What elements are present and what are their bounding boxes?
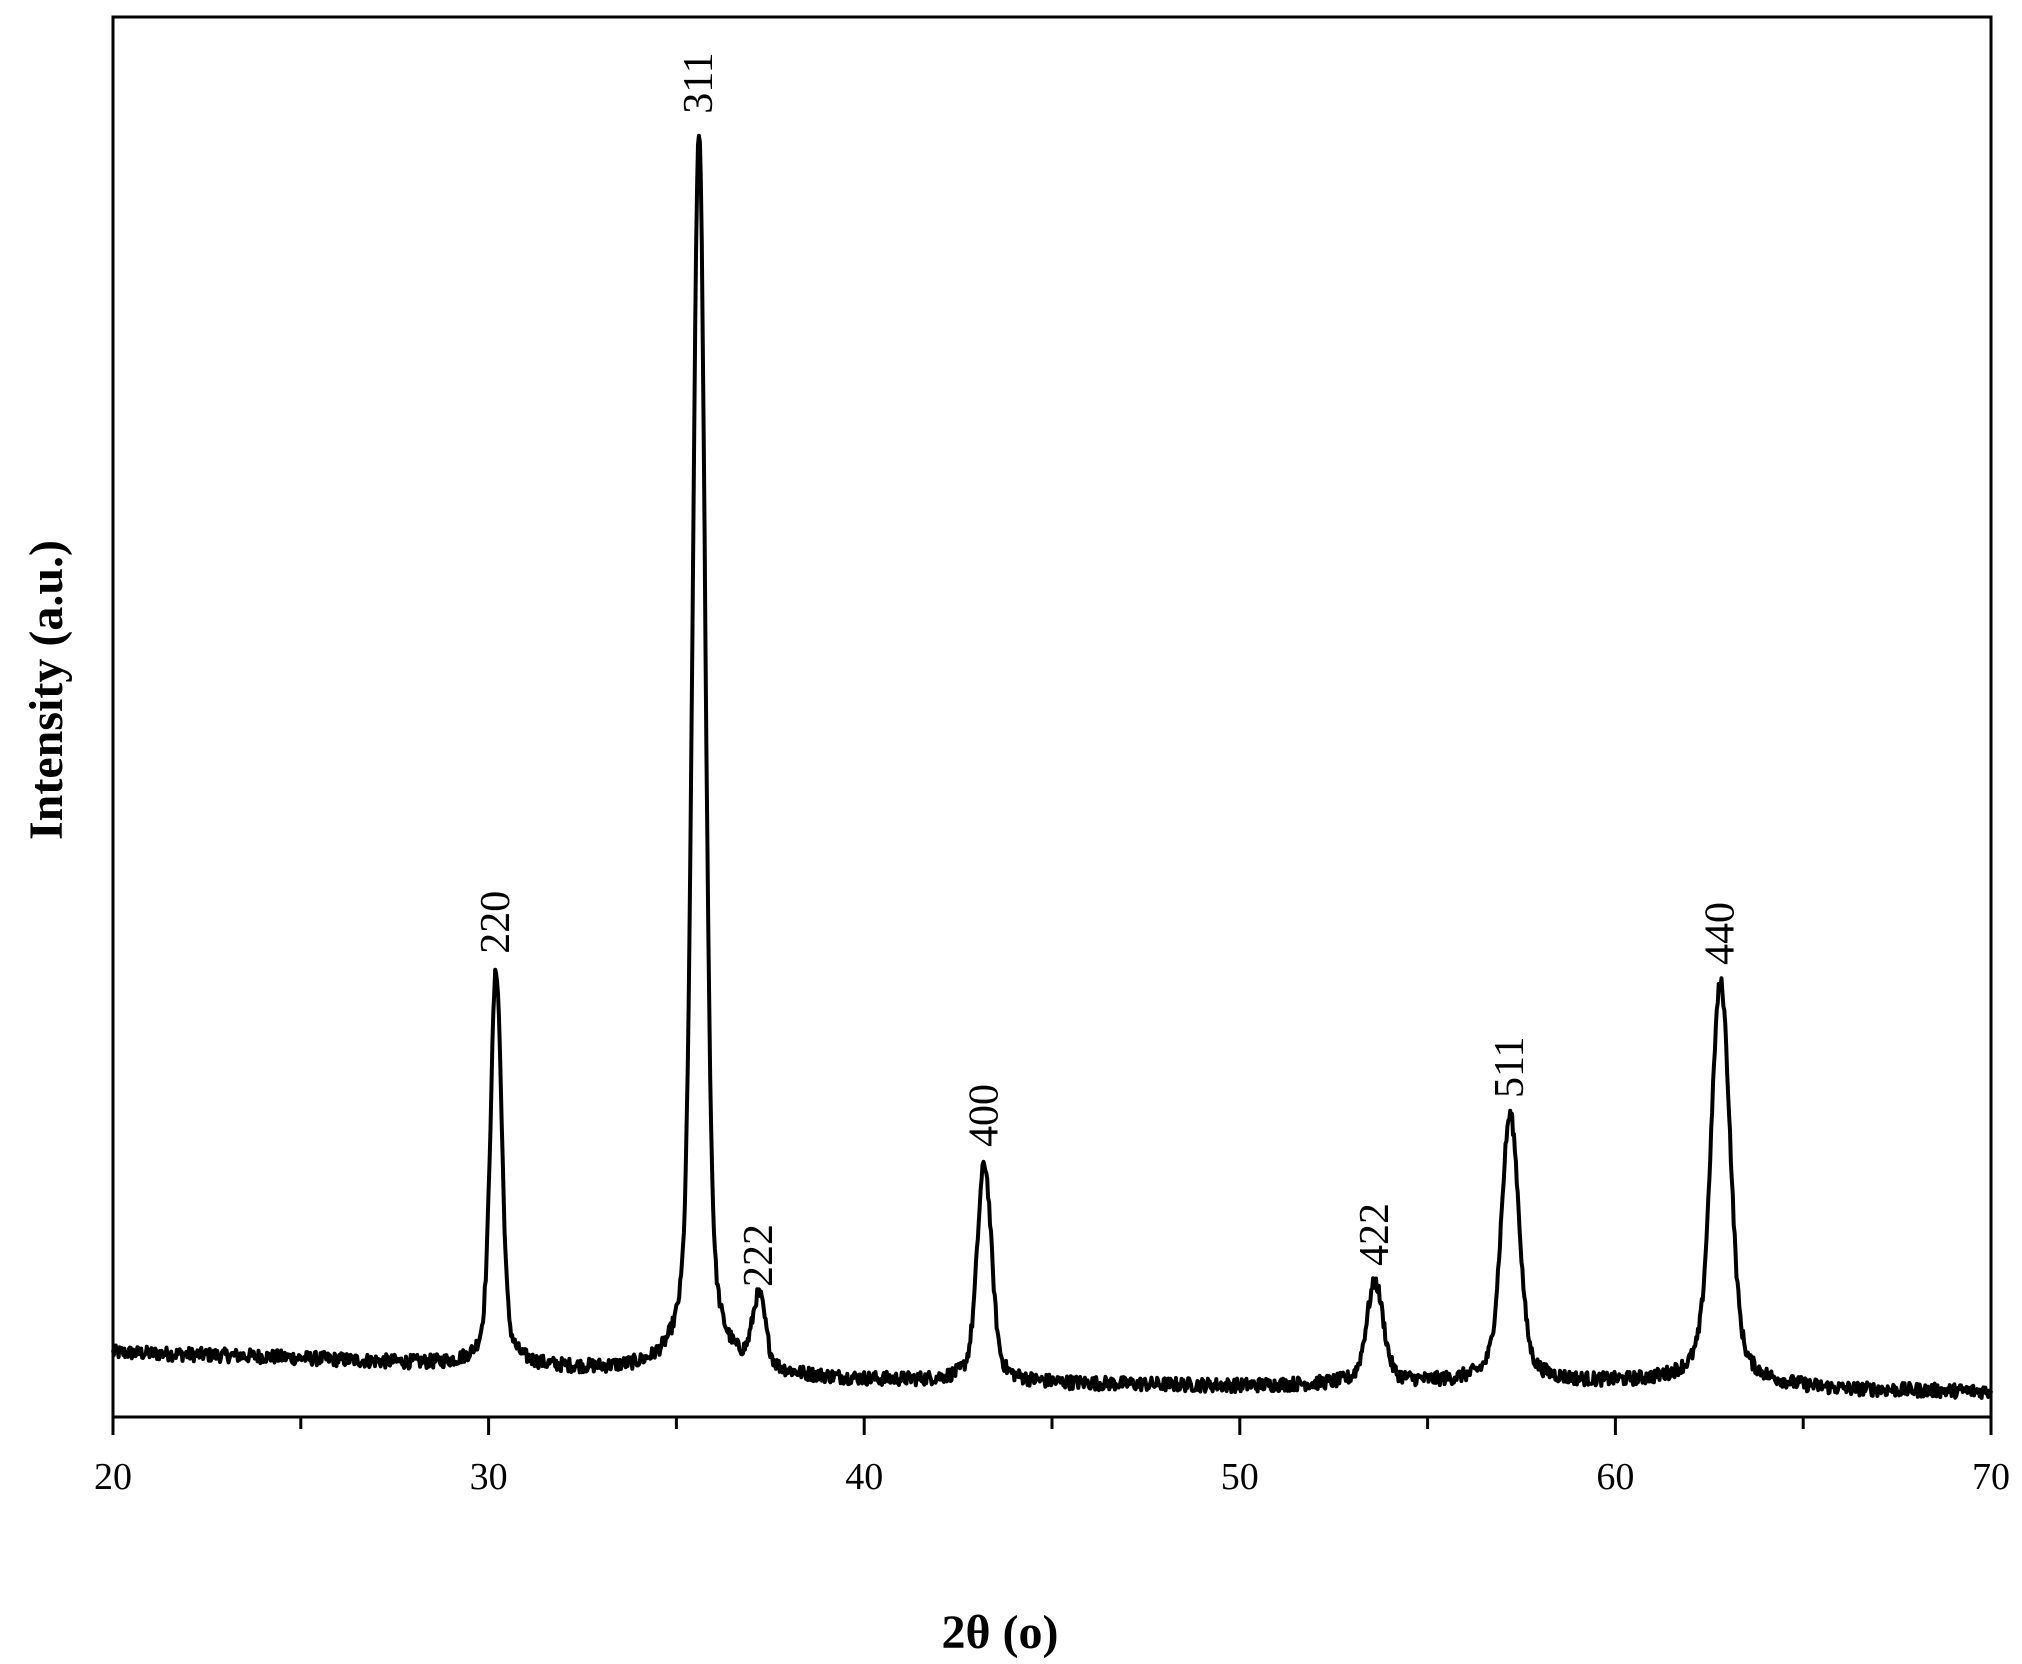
x-tick-label: 50 xyxy=(1221,1456,1259,1498)
x-axis-title: 2θ (o) xyxy=(941,1606,1058,1659)
x-tick-label: 40 xyxy=(845,1456,883,1498)
peak-label: 220 xyxy=(473,891,519,954)
xrd-pattern-line xyxy=(111,133,1993,1400)
y-axis-title: Intensity (a.u.) xyxy=(20,540,73,840)
x-axis-tick-labels: 20 30 40 50 60 70 xyxy=(94,1456,2010,1498)
peak-label: 440 xyxy=(1698,902,1744,965)
x-tick-label: 20 xyxy=(94,1456,132,1498)
peak-label: 400 xyxy=(961,1084,1007,1147)
x-tick-label: 60 xyxy=(1596,1456,1634,1498)
peak-label: 422 xyxy=(1352,1203,1398,1266)
peak-label: 222 xyxy=(736,1224,782,1287)
x-tick-label: 70 xyxy=(1972,1456,2010,1498)
peak-label: 511 xyxy=(1487,1037,1533,1098)
x-tick-label: 30 xyxy=(470,1456,508,1498)
x-axis-ticks xyxy=(111,1417,1993,1435)
peak-label: 311 xyxy=(676,52,722,113)
peak-labels: 220 311 222 400 422 511 440 xyxy=(473,52,1743,1287)
